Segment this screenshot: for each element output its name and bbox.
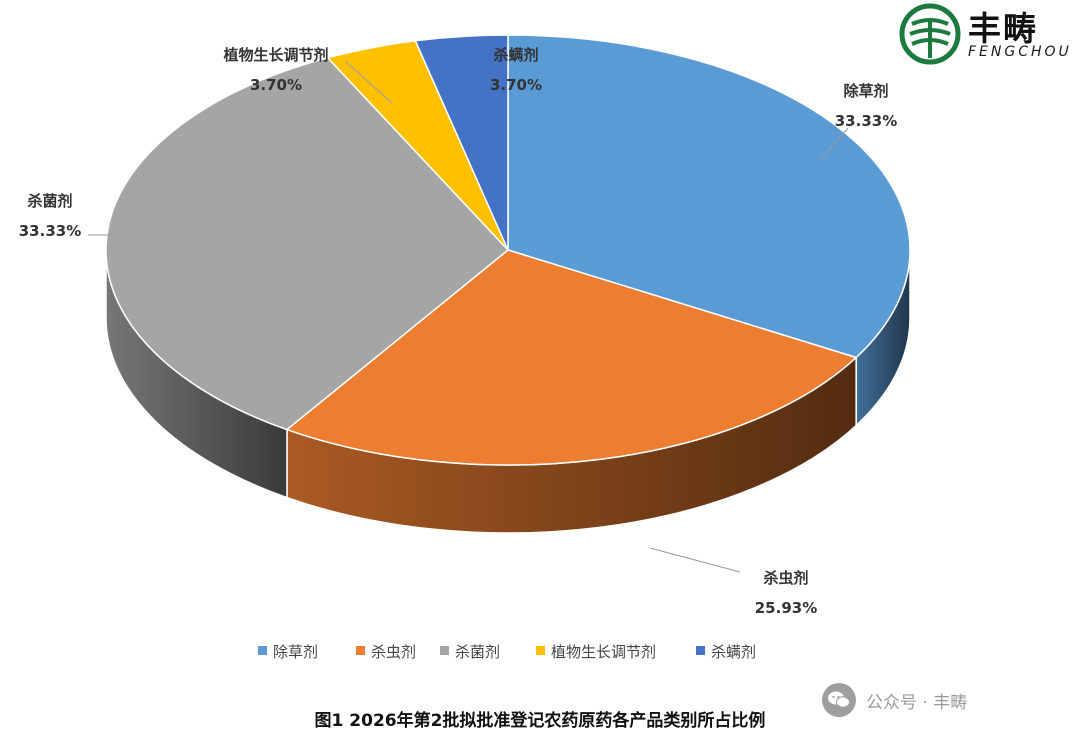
- logo-subtitle: FENGCHOU: [968, 44, 1072, 60]
- data-label-value: 3.70%: [250, 76, 302, 94]
- legend-label-3: 植物生长调节剂: [551, 643, 656, 661]
- legend-label-1: 杀虫剂: [371, 643, 416, 661]
- leader-line-3: [345, 61, 393, 104]
- watermark: 公众号 · 丰畴: [822, 683, 968, 717]
- pie-slice-1: [285, 249, 858, 466]
- data-label-category: 杀螨剂: [493, 46, 538, 64]
- data-label-category: 植物生长调节剂: [223, 46, 328, 64]
- legend-label-4: 杀螨剂: [711, 643, 756, 661]
- legend-label-0: 除草剂: [273, 643, 318, 661]
- wechat-icon: [822, 683, 856, 717]
- leader-line-0: [819, 127, 849, 161]
- fengchou-logo-icon: [899, 3, 961, 65]
- data-label-category: 杀菌剂: [27, 192, 72, 210]
- brand-logo: [898, 2, 1080, 68]
- data-labels: 除草剂 33.33% 杀虫剂 25.93% 杀菌剂 33.33% 植物生长调节剂 3.70% 杀…: [19, 46, 897, 617]
- pie-slice-0: [507, 34, 911, 359]
- legend-label-2: 杀菌剂: [455, 643, 500, 661]
- legend-swatch-0: [258, 646, 267, 655]
- logo-name: 丰畴: [968, 9, 1038, 48]
- data-label-value: 33.33%: [19, 222, 81, 240]
- legend-swatch-2: [440, 646, 449, 655]
- data-label-value: 3.70%: [490, 76, 542, 94]
- figure-caption: 图1 2026年第2批拟批准登记农药原药各产品类别所占比例: [314, 711, 766, 731]
- legend-swatch-1: [356, 646, 365, 655]
- data-label-category: 杀虫剂: [763, 569, 808, 587]
- legend-swatch-3: [536, 646, 545, 655]
- data-label-value: 25.93%: [755, 599, 817, 617]
- data-label-value: 33.33%: [835, 112, 897, 130]
- leader-line-1: [649, 547, 741, 573]
- pie-tops: [105, 34, 911, 466]
- pie-slice-2: [105, 56, 510, 431]
- data-label-category: 除草剂: [843, 82, 888, 100]
- pie-slice-4: [414, 34, 509, 251]
- leader-lines: [88, 61, 849, 573]
- legend-swatch-4: [696, 646, 705, 655]
- legend: 除草剂 杀虫剂 杀菌剂 植物生长调节剂 杀螨剂: [258, 643, 756, 661]
- watermark-text: 公众号 · 丰畴: [866, 692, 968, 713]
